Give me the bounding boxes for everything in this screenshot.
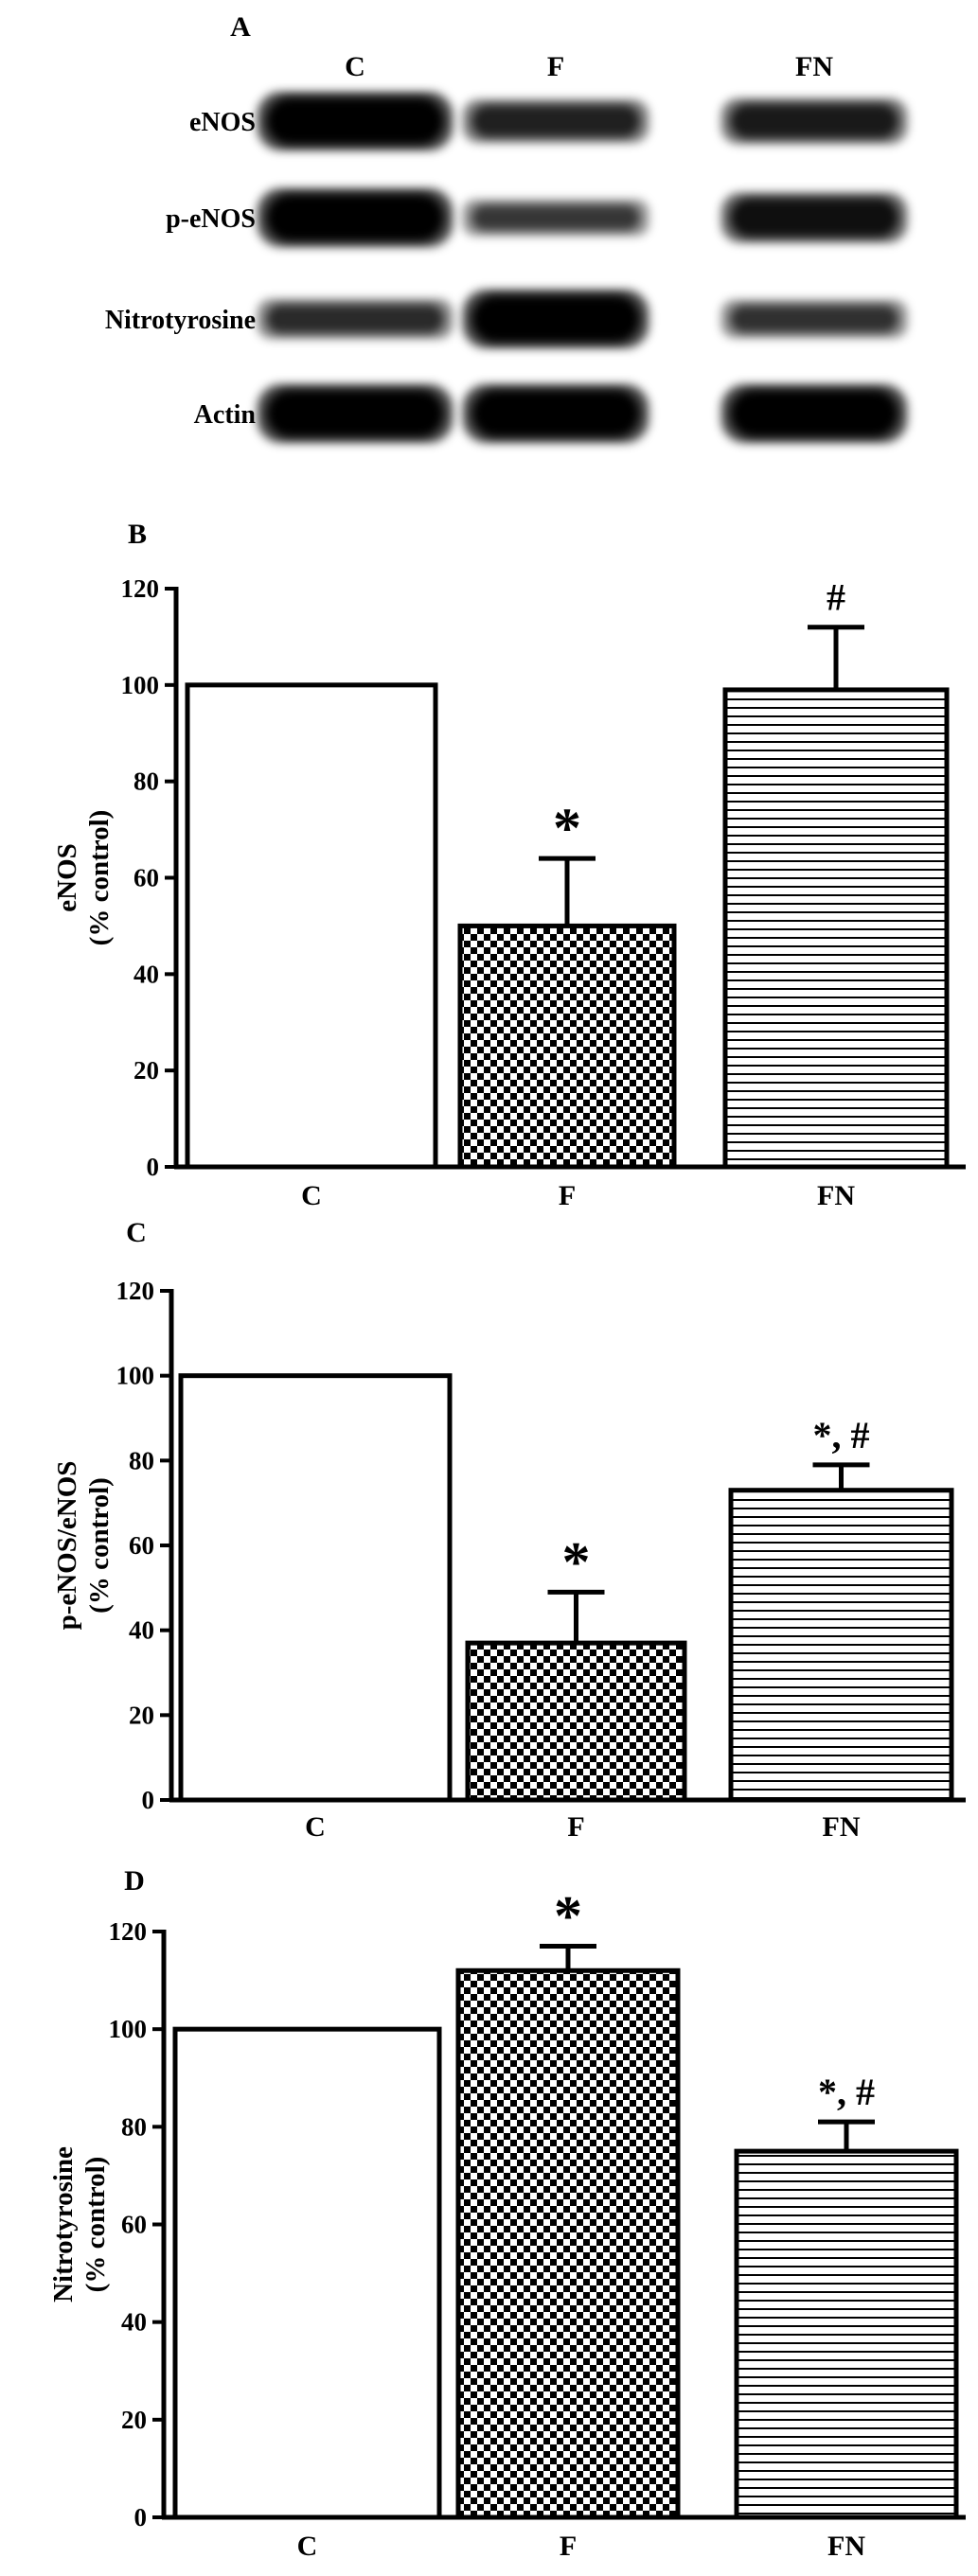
error-bar-f [540,1943,596,1971]
y-tick-label: 100 [109,2015,148,2043]
bar-f [457,923,677,1170]
blot-band-nitrotyrosine-f [462,290,649,348]
significance-label-fn: # [827,576,845,619]
y-tick-label: 60 [133,864,159,892]
error-bar-fn [808,625,864,690]
blot-band-nitrotyrosine-c [257,298,453,340]
panel-letter-c: C [126,1217,147,1248]
bar-f [465,1640,687,1803]
bar-fn [734,2148,959,2520]
y-tick-label: 120 [121,574,160,603]
error-bar-f [539,856,596,926]
blot-band-enos-fn [720,97,908,145]
blot-band-actin-f [462,384,649,443]
y-axis-label-line: Nitrotyrosine [48,2146,79,2303]
y-tick-label: 60 [129,1531,154,1560]
y-tick-label: 80 [129,1446,154,1474]
p-enos-ratio-bar-chart: C 0 20 40 60 80 100 120 * *, # C F FN p-eNOS/eNOS (% … [52,1217,966,1843]
blot-band-label-p-enos: p-eNOS [166,204,256,234]
y-tick-label: 40 [129,1616,154,1645]
blot-band-enos-f [462,99,649,143]
nitrotyrosine-bar-chart: D 0 20 40 60 80 100 120 * *, # C F FN Nitrotyrosine(… [48,1865,966,2562]
blot-band-enos-c [257,92,453,150]
y-tick-label: 40 [121,2308,147,2337]
y-tick-label: 0 [134,2503,148,2532]
blot-lane-labels: C F FN [345,51,833,82]
significance-label-f: * [553,797,581,859]
y-tick-label: 20 [129,1701,154,1729]
y-axis-label-line: eNOS [52,843,82,912]
panel-letter-d: D [124,1865,145,1897]
y-axis-ticks: 0 20 40 60 80 100 120 [121,574,176,1181]
y-axis-label-line: p-eNOS/eNOS [52,1461,82,1631]
error-bar-fn [812,1462,870,1491]
y-tick-label: 60 [121,2211,147,2239]
y-tick-label: 40 [133,960,159,988]
blot-band-nitrotyrosine-fn [720,299,908,339]
error-bar-f [547,1589,605,1644]
y-tick-label: 100 [116,1362,155,1390]
bars: *# [185,576,950,1170]
blot-bands [257,92,908,443]
blot-band-p-enos-fn [720,192,908,243]
panel-letter-a: A [230,11,251,43]
significance-label-f: * [562,1530,591,1593]
y-axis-ticks: 0 20 40 60 80 100 120 [116,1277,171,1814]
y-axis-label-line: (% control) [80,2157,111,2293]
blot-band-label-enos: eNOS [189,108,256,137]
blot-lane-label-fn: FN [795,51,833,82]
y-tick-label: 0 [147,1153,160,1181]
y-tick-label: 20 [121,2406,147,2434]
x-category-label-f: F [567,1811,584,1843]
y-tick-label: 100 [121,671,160,699]
blot-band-p-enos-c [257,188,453,247]
panel-letter-b: B [128,519,147,550]
western-blot-panel: A C F FN eNOS p-eNOS Nitrotyrosine Actin [105,11,908,443]
significance-label-f: * [554,1884,582,1947]
y-axis-label-line: (% control) [84,1477,115,1614]
blot-lane-label-c: C [345,51,365,82]
y-tick-label: 120 [109,1917,148,1946]
blot-band-actin-fn [720,384,908,443]
blot-band-label-nitrotyrosine: Nitrotyrosine [105,306,256,335]
x-category-label-fn: FN [827,2531,865,2562]
y-tick-label: 120 [116,1277,155,1305]
y-axis-label: Nitrotyrosine (% control) [48,2146,111,2303]
x-category-label-c: C [297,2531,318,2562]
x-category-label-fn: FN [823,1811,861,1843]
x-category-label-c: C [301,1180,322,1211]
blot-band-actin-c [257,384,453,443]
bar-c [178,1373,453,1803]
y-tick-label: 80 [133,768,159,796]
y-axis-ticks: 0 20 40 60 80 100 120 [109,1917,164,2532]
blot-band-labels: eNOS p-eNOS Nitrotyrosine Actin [105,108,257,430]
bar-fn [722,687,950,1170]
blot-band-label-actin: Actin [194,400,257,430]
blot-lane-label-f: F [547,51,564,82]
y-tick-label: 20 [133,1056,159,1085]
bar-f [455,1967,681,2520]
x-category-label-f: F [559,1180,576,1211]
y-axis-label: eNOS (% control) [52,810,115,946]
x-category-label-fn: FN [817,1180,855,1211]
y-tick-label: 80 [121,2112,147,2141]
bar-fn [728,1488,954,1803]
significance-label-fn: *, # [818,2071,875,2113]
y-axis-label-line: (% control) [84,810,115,946]
error-bar-fn [818,2119,875,2152]
bar-c [185,682,438,1170]
x-category-label-f: F [560,2531,577,2562]
bars: * *, # [172,1884,959,2520]
y-tick-label: 0 [142,1786,155,1814]
bars: * *, # [178,1373,954,1803]
bar-c [172,2026,442,2520]
y-axis-label: p-eNOS/eNOS (% control) [52,1461,115,1631]
significance-label-fn: *, # [813,1414,870,1456]
x-category-label-c: C [305,1811,326,1843]
blot-band-p-enos-f [462,199,649,237]
